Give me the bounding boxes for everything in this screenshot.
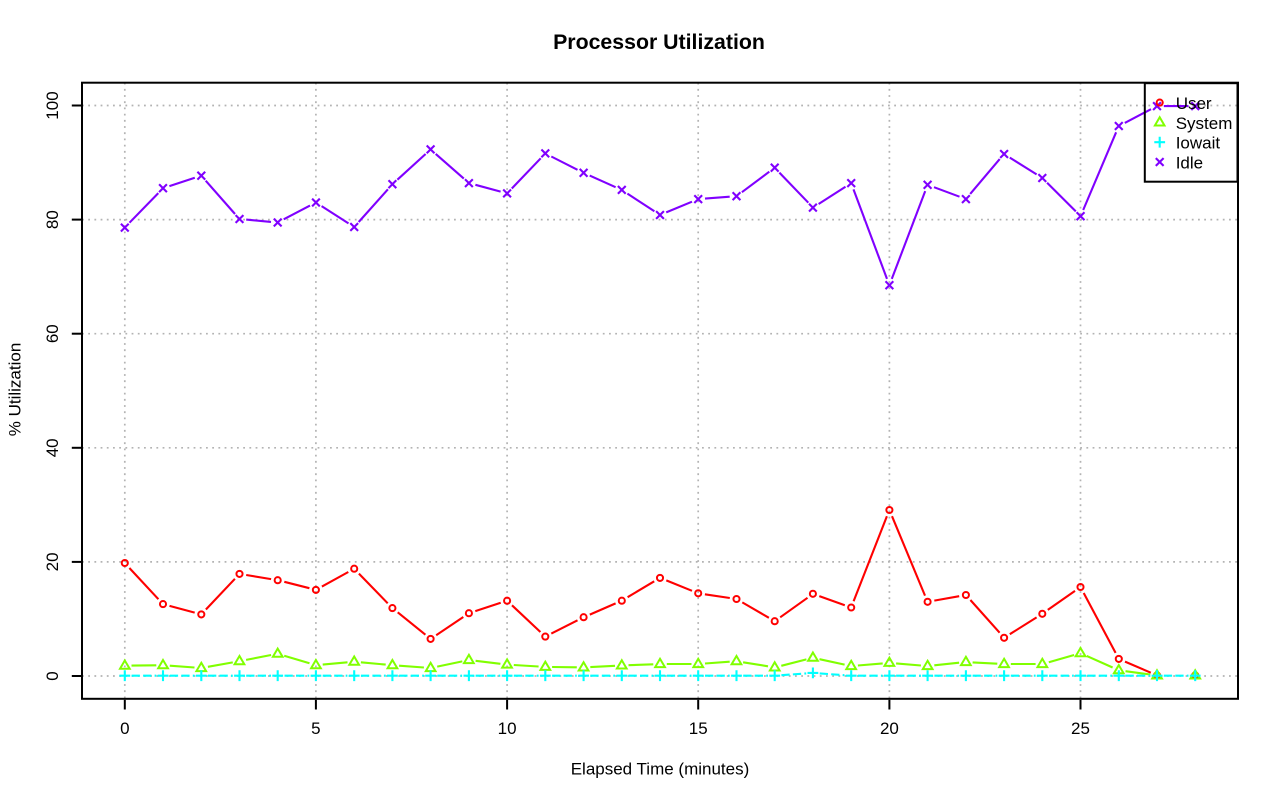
svg-text:Idle: Idle (1176, 153, 1203, 172)
svg-text:80: 80 (43, 210, 62, 229)
svg-text:System: System (1176, 114, 1233, 133)
svg-text:20: 20 (43, 552, 62, 571)
svg-text:100: 100 (43, 91, 62, 119)
svg-text:60: 60 (43, 324, 62, 343)
svg-text:40: 40 (43, 438, 62, 457)
svg-text:Iowait: Iowait (1176, 134, 1221, 153)
svg-text:% Utilization: % Utilization (6, 343, 25, 437)
svg-text:Elapsed Time (minutes): Elapsed Time (minutes) (571, 760, 750, 779)
svg-text:10: 10 (498, 719, 517, 738)
svg-text:0: 0 (43, 671, 62, 680)
svg-text:25: 25 (1071, 719, 1090, 738)
svg-text:User: User (1176, 94, 1212, 113)
svg-text:5: 5 (311, 719, 320, 738)
svg-text:Processor Utilization: Processor Utilization (553, 30, 765, 54)
svg-text:20: 20 (880, 719, 899, 738)
svg-text:15: 15 (689, 719, 708, 738)
svg-text:0: 0 (120, 719, 129, 738)
